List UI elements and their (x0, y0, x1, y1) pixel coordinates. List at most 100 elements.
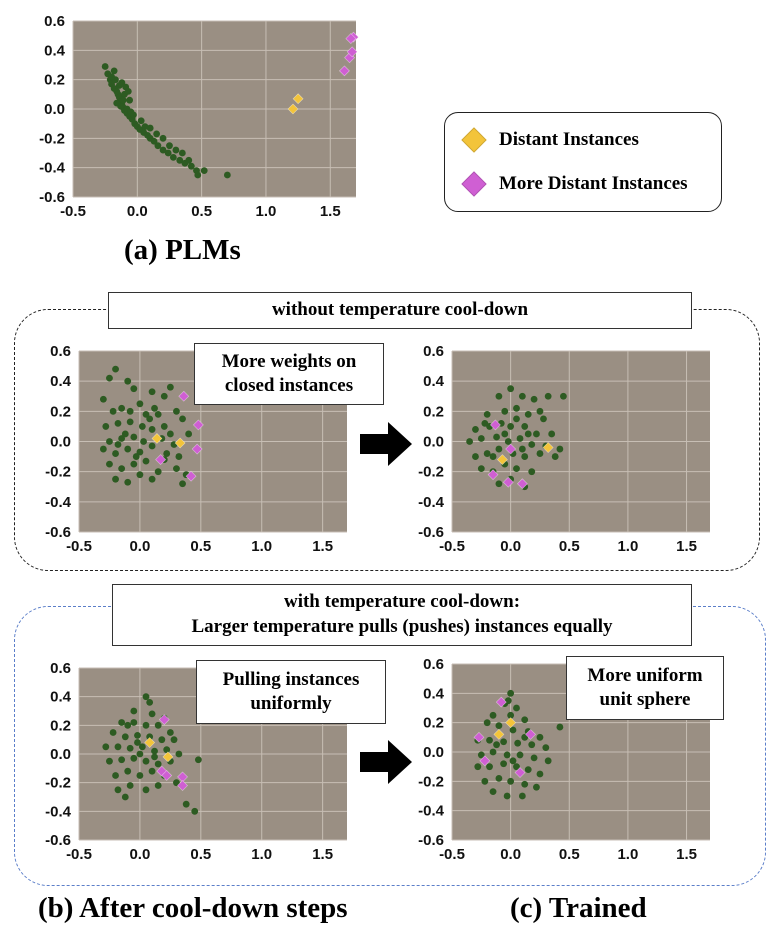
point-instance (154, 721, 162, 729)
point-more-distant (178, 390, 190, 402)
y-tick-label: 0.6 (423, 656, 444, 673)
point-instance (112, 475, 119, 483)
point-instance (542, 744, 550, 751)
point-more-distant (495, 696, 507, 708)
note-pulling-line1: Pulling instances (222, 669, 360, 691)
x-tick-label: 1.0 (251, 538, 272, 555)
point-instance (106, 757, 113, 765)
point-instance (486, 763, 493, 771)
point-instance (130, 433, 138, 441)
point-instance (118, 756, 126, 764)
point-instance (170, 736, 178, 744)
point-instance (495, 775, 503, 782)
point-instance (172, 146, 180, 154)
point-distant (144, 737, 156, 748)
point-instance (182, 800, 190, 808)
point-instance (130, 385, 138, 393)
point-instance (530, 754, 538, 762)
point-instance (102, 743, 110, 751)
point-instance (114, 743, 122, 751)
point-instance (533, 430, 540, 438)
note-pulling-uniformly: Pulling instances uniformly (196, 660, 386, 724)
point-more-distant (177, 780, 188, 791)
point-instance (173, 779, 180, 787)
point-instance (110, 67, 118, 75)
point-instance (481, 420, 489, 427)
point-more-distant (158, 714, 170, 726)
point-instance (504, 697, 512, 705)
point-instance (513, 404, 520, 412)
y-tick-label: 0.0 (44, 101, 65, 118)
point-instance (158, 736, 166, 744)
point-instance (148, 442, 156, 450)
x-tick-label: 0.0 (129, 846, 150, 863)
point-instance (106, 438, 113, 445)
point-instance (507, 711, 515, 719)
point-instance (163, 746, 171, 754)
y-tick-label: -0.2 (418, 773, 444, 790)
point-instance (474, 763, 482, 771)
point-instance (148, 388, 156, 396)
point-instance (521, 780, 529, 788)
point-instance (140, 438, 147, 445)
y-tick-label: -0.6 (45, 832, 71, 849)
y-tick-label: 0.6 (50, 343, 71, 360)
y-tick-label: 0.2 (44, 72, 65, 89)
caption-b: (b) After cool-down steps (38, 892, 348, 924)
point-instance (556, 445, 564, 453)
point-instance (194, 171, 202, 179)
x-tick-label: 1.0 (251, 846, 272, 863)
x-tick-label: 0.0 (129, 538, 150, 555)
point-more-distant (489, 419, 501, 431)
point-instance (124, 445, 132, 453)
point-instance (536, 407, 544, 415)
y-tick-label: -0.4 (39, 160, 66, 177)
point-instance (477, 465, 485, 473)
point-instance (109, 729, 117, 736)
point-instance (109, 407, 117, 415)
point-instance (153, 130, 161, 138)
point-instance (503, 792, 511, 800)
point-instance (516, 751, 524, 759)
point-instance (528, 741, 536, 749)
note-uniform-sphere: More uniform unit sphere (566, 656, 724, 720)
point-instance (164, 149, 172, 157)
point-instance (489, 788, 497, 795)
point-instance (493, 741, 500, 749)
point-instance (194, 756, 202, 764)
y-tick-label: -0.2 (45, 464, 71, 481)
x-tick-label: 1.0 (256, 203, 277, 220)
point-instance (472, 426, 479, 433)
legend-label-more-distant: More Distant Instances (499, 173, 688, 194)
point-instance (142, 693, 150, 701)
point-instance (185, 156, 193, 164)
point-instance (142, 410, 150, 418)
point-instance (148, 710, 156, 718)
point-instance (154, 468, 162, 476)
caption-a: (a) PLMs (124, 234, 241, 266)
point-instance (533, 783, 540, 791)
point-instance (507, 423, 515, 430)
point-instance (124, 478, 132, 486)
point-instance (489, 748, 497, 756)
legend-item-more-distant: More Distant Instances (459, 171, 688, 197)
x-tick-label: 1.5 (320, 203, 341, 220)
point-instance (514, 739, 522, 747)
point-more-distant (516, 478, 528, 490)
y-tick-label: 0.2 (50, 717, 71, 734)
point-instance (521, 453, 529, 460)
point-instance (151, 747, 158, 755)
y-tick-label: -0.4 (418, 494, 445, 511)
point-distant (542, 442, 554, 453)
point-instance (115, 82, 123, 89)
point-instance (521, 716, 529, 724)
point-instance (119, 96, 127, 104)
x-tick-label: 0.0 (500, 538, 521, 555)
point-instance (134, 731, 141, 739)
point-instance (536, 733, 544, 741)
point-more-distant (505, 443, 517, 455)
y-tick-label: 0.0 (423, 744, 444, 761)
point-instance (118, 404, 126, 412)
